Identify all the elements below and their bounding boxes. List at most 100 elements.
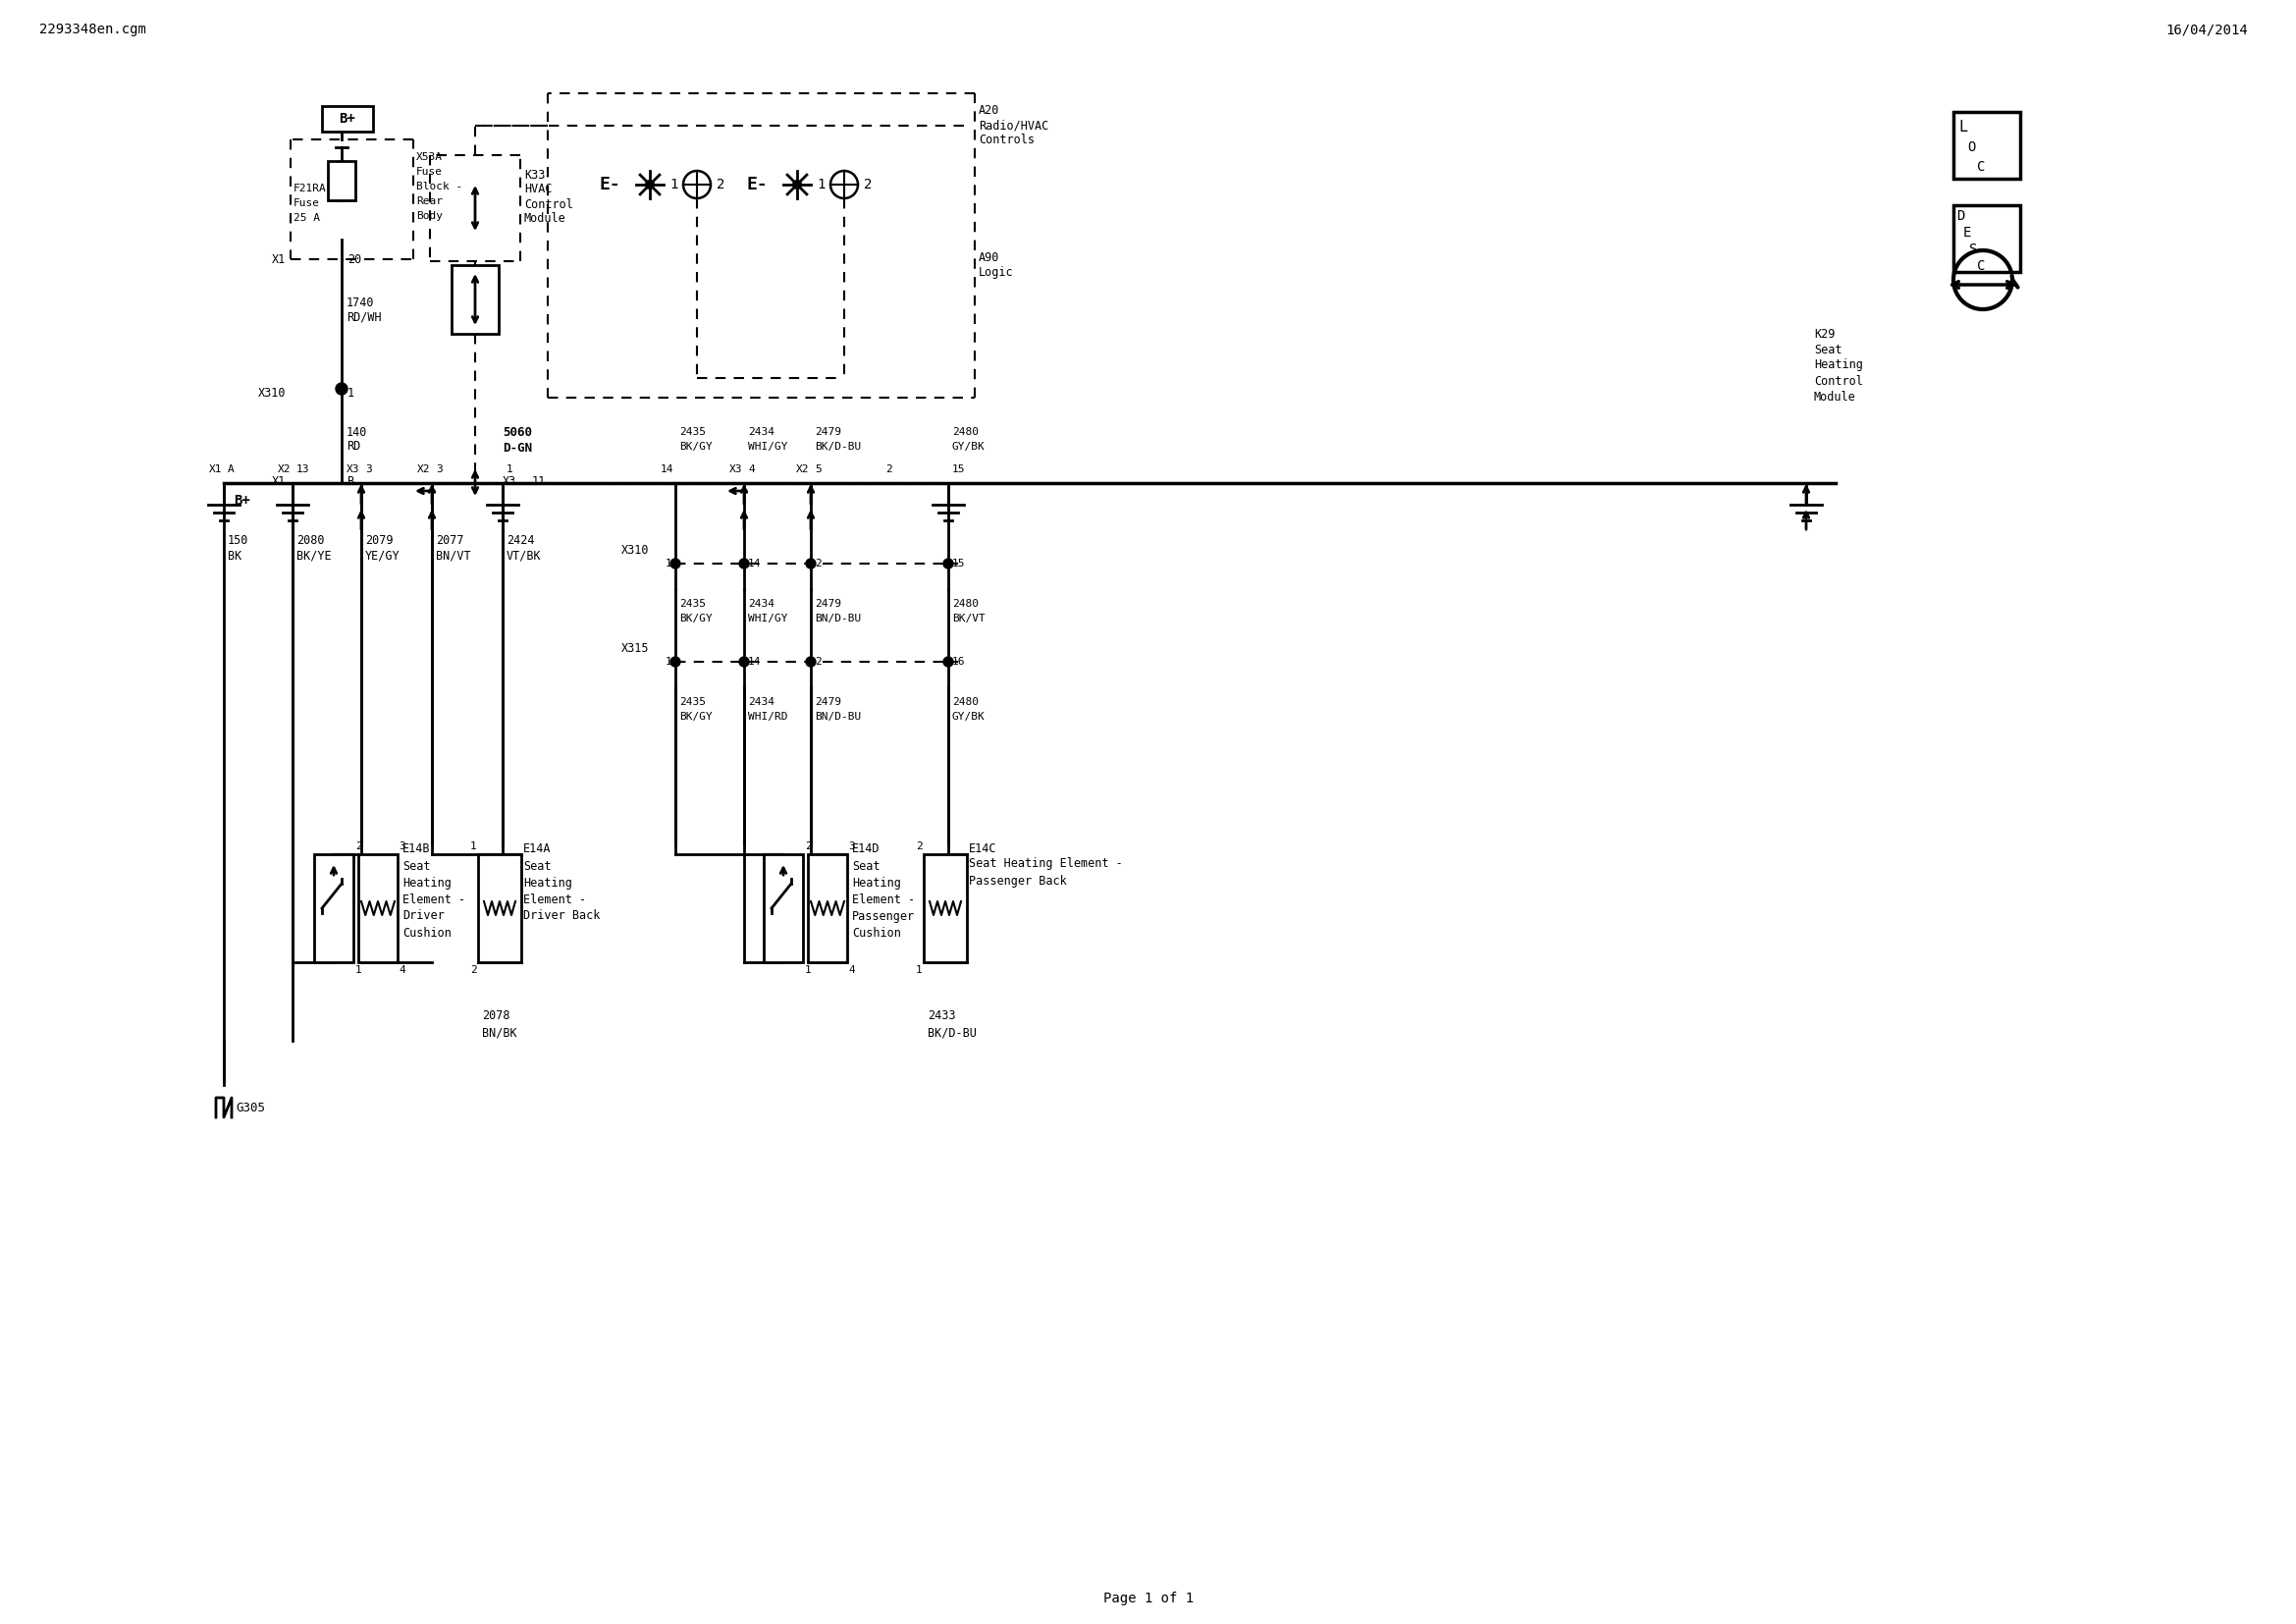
Text: 1: 1 [347,387,354,400]
Text: 2424: 2424 [507,534,535,546]
Text: O: O [1968,140,1975,154]
Text: D-GN: D-GN [503,442,533,455]
Circle shape [670,559,680,568]
Text: Seat: Seat [402,859,429,872]
Text: Page 1 of 1: Page 1 of 1 [1104,1592,1194,1606]
Text: WHI/GY: WHI/GY [748,614,788,624]
Text: Heating: Heating [852,877,900,888]
Text: WHI/GY: WHI/GY [748,442,788,451]
Text: 2434: 2434 [748,599,774,609]
Text: C: C [1977,161,1986,174]
Text: 14: 14 [748,559,762,568]
Text: 2: 2 [886,464,893,474]
Text: 2: 2 [916,841,923,851]
Text: E14C: E14C [969,843,996,856]
Circle shape [739,559,748,568]
Text: BN/D-BU: BN/D-BU [815,711,861,721]
Circle shape [944,656,953,667]
Bar [328,161,356,200]
Text: Heating: Heating [402,877,452,888]
Text: Module: Module [1814,390,1855,403]
Text: K29: K29 [1814,328,1835,339]
Bar [808,854,847,963]
Text: A90: A90 [978,252,999,265]
Text: 2480: 2480 [953,697,978,706]
Text: 1: 1 [806,965,810,974]
Text: 3: 3 [400,841,404,851]
Bar [315,854,354,963]
Circle shape [806,656,815,667]
Text: Radio/HVAC: Radio/HVAC [978,119,1049,132]
Text: Logic: Logic [978,266,1013,279]
Text: 25 A: 25 A [294,213,319,222]
Text: 2: 2 [356,841,363,851]
Text: 20: 20 [347,253,360,266]
Text: 11: 11 [666,559,680,568]
Bar [1954,205,2020,271]
Circle shape [739,656,748,667]
Text: E14D: E14D [852,843,879,856]
Bar [923,854,967,963]
Text: A20: A20 [978,104,999,117]
Text: Cushion: Cushion [852,926,900,939]
Text: Seat: Seat [852,859,879,872]
Text: Module: Module [523,213,567,226]
Text: E-: E- [746,175,767,193]
Text: 2435: 2435 [680,697,705,706]
Text: BK/VT: BK/VT [953,614,985,624]
Text: BK/GY: BK/GY [680,614,712,624]
Text: 2080: 2080 [296,534,324,546]
Text: X315: X315 [622,641,650,654]
Text: 2435: 2435 [680,599,705,609]
Bar [1954,112,2020,179]
Text: X1: X1 [209,464,223,474]
Bar [321,106,372,132]
Text: E14A: E14A [523,843,551,856]
Circle shape [670,656,680,667]
Text: BK: BK [227,549,241,562]
Text: 2: 2 [815,559,822,568]
Text: 1: 1 [670,177,677,192]
Text: Block -: Block - [416,182,461,192]
Text: B+: B+ [340,112,356,125]
Text: GY/BK: GY/BK [953,711,985,721]
Text: X3: X3 [503,476,517,489]
Text: Seat Heating Element -: Seat Heating Element - [969,857,1123,870]
Bar [478,854,521,963]
Text: Controls: Controls [978,135,1035,146]
Text: 1: 1 [356,965,363,974]
Circle shape [806,559,815,568]
Circle shape [944,559,953,568]
Text: K33: K33 [523,169,544,182]
Text: E: E [1963,226,1972,240]
Text: X310: X310 [257,387,285,400]
Text: Heating: Heating [1814,359,1862,372]
Text: 1: 1 [817,177,824,192]
Bar [765,854,804,963]
Text: B+: B+ [234,494,250,508]
Text: 11: 11 [666,656,680,667]
Text: 150: 150 [227,534,248,546]
Text: 15: 15 [953,559,964,568]
Text: X1: X1 [271,476,285,489]
Text: BK/GY: BK/GY [680,442,712,451]
Text: 2293348en.cgm: 2293348en.cgm [39,23,147,36]
Text: HVAC: HVAC [523,184,551,197]
Text: E-: E- [599,175,620,193]
Text: 16/04/2014: 16/04/2014 [2165,23,2248,36]
Text: G305: G305 [236,1101,264,1114]
Text: 2433: 2433 [928,1010,955,1023]
Text: BN/VT: BN/VT [436,549,471,562]
Text: 16: 16 [953,656,964,667]
Text: Heating: Heating [523,877,572,888]
Text: 2479: 2479 [815,427,840,437]
Text: Cushion: Cushion [402,926,452,939]
Text: BN/D-BU: BN/D-BU [815,614,861,624]
Text: YE/GY: YE/GY [365,549,400,562]
Text: 2435: 2435 [680,427,705,437]
Text: Driver Back: Driver Back [523,909,599,922]
Text: Control: Control [1814,375,1862,388]
Text: Body: Body [416,211,443,221]
Text: 5060: 5060 [503,425,533,438]
Text: F21RA: F21RA [294,184,326,193]
